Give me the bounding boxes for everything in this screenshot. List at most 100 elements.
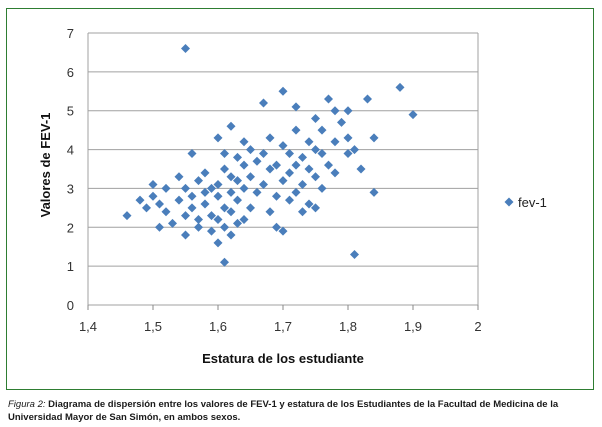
data-point bbox=[363, 94, 372, 104]
data-point bbox=[272, 222, 281, 232]
data-point bbox=[148, 180, 158, 190]
data-point bbox=[181, 211, 190, 221]
data-point bbox=[285, 168, 294, 178]
x-tick-label: 1,9 bbox=[404, 319, 422, 334]
data-point bbox=[291, 125, 301, 135]
data-point bbox=[298, 152, 307, 162]
data-point bbox=[259, 98, 268, 108]
data-point bbox=[168, 218, 177, 228]
x-tick-label: 1,7 bbox=[274, 319, 292, 334]
x-tick-label: 1,5 bbox=[144, 319, 162, 334]
data-point bbox=[304, 199, 314, 209]
data-point bbox=[220, 148, 229, 158]
x-tick-label: 1,6 bbox=[209, 319, 227, 334]
data-point bbox=[148, 191, 158, 201]
y-tick-label: 1 bbox=[67, 259, 74, 274]
data-point bbox=[181, 230, 190, 240]
data-point bbox=[233, 176, 242, 186]
data-point bbox=[395, 82, 405, 92]
data-point bbox=[181, 44, 190, 54]
data-point bbox=[317, 183, 327, 193]
data-point bbox=[213, 180, 223, 190]
data-point bbox=[369, 187, 379, 197]
chart-frame bbox=[6, 8, 594, 390]
data-point bbox=[155, 199, 164, 209]
data-point bbox=[220, 222, 229, 232]
data-point bbox=[259, 180, 268, 190]
data-point bbox=[207, 226, 216, 236]
data-point bbox=[200, 168, 210, 178]
y-tick-label: 5 bbox=[67, 104, 74, 119]
x-tick-label: 1,4 bbox=[79, 319, 97, 334]
data-point bbox=[291, 102, 301, 112]
data-point bbox=[226, 207, 236, 217]
data-point bbox=[311, 203, 320, 213]
data-point bbox=[291, 187, 301, 197]
y-tick-label: 3 bbox=[67, 181, 74, 196]
caption-text: Diagrama de dispersión entre los valores… bbox=[8, 399, 559, 423]
data-point bbox=[343, 148, 353, 158]
data-point bbox=[311, 145, 320, 155]
data-point bbox=[187, 148, 197, 158]
y-tick-label: 4 bbox=[67, 143, 74, 158]
data-point bbox=[233, 195, 242, 205]
data-point bbox=[239, 215, 249, 225]
gridlines bbox=[87, 32, 479, 310]
data-point bbox=[213, 133, 223, 143]
data-point bbox=[291, 160, 301, 170]
data-point bbox=[226, 187, 236, 197]
data-point bbox=[246, 172, 255, 182]
data-point bbox=[252, 187, 262, 197]
data-point bbox=[174, 172, 184, 182]
legend-marker bbox=[504, 197, 514, 207]
x-tick-label: 2 bbox=[474, 319, 481, 334]
data-point bbox=[330, 137, 340, 147]
data-point bbox=[285, 148, 294, 158]
data-point bbox=[155, 222, 164, 232]
data-point bbox=[213, 238, 223, 248]
data-point bbox=[174, 195, 184, 205]
data-point bbox=[226, 172, 236, 182]
y-axis-title: Valores de FEV-1 bbox=[38, 113, 53, 218]
y-tick-label: 2 bbox=[67, 220, 74, 235]
data-point bbox=[142, 203, 151, 213]
caption-label: Figura 2: bbox=[8, 399, 46, 410]
data-point bbox=[265, 207, 275, 217]
data-point bbox=[356, 164, 366, 174]
data-point bbox=[246, 145, 255, 155]
data-point bbox=[194, 215, 203, 225]
data-point bbox=[304, 164, 314, 174]
data-point bbox=[226, 230, 236, 240]
data-point bbox=[330, 168, 340, 178]
data-point bbox=[239, 137, 249, 147]
legend: fev-1 bbox=[504, 195, 547, 210]
figure-caption: Figura 2: Diagrama de dispersión entre l… bbox=[8, 398, 594, 424]
x-axis-title: Estatura de los estudiante bbox=[202, 351, 364, 366]
y-tick-labels: 0 1 2 3 4 5 6 7 bbox=[67, 26, 74, 313]
y-tick-label: 0 bbox=[67, 298, 74, 313]
data-point bbox=[252, 156, 262, 166]
data-point bbox=[337, 117, 346, 127]
data-point bbox=[317, 148, 327, 158]
data-point bbox=[194, 176, 203, 186]
data-point bbox=[246, 203, 255, 213]
data-point bbox=[278, 86, 288, 96]
data-point bbox=[330, 106, 340, 116]
data-point bbox=[343, 106, 353, 116]
data-point bbox=[343, 133, 353, 143]
data-point bbox=[265, 164, 275, 174]
data-point bbox=[220, 164, 229, 174]
data-point bbox=[207, 211, 216, 221]
data-point bbox=[213, 191, 223, 201]
data-point bbox=[317, 125, 327, 135]
data-point bbox=[350, 145, 359, 155]
data-point bbox=[181, 183, 190, 193]
data-point bbox=[278, 226, 288, 236]
data-point bbox=[220, 203, 229, 213]
data-point bbox=[350, 249, 359, 259]
data-point bbox=[259, 148, 268, 158]
data-point bbox=[161, 207, 171, 217]
data-point bbox=[239, 183, 249, 193]
data-point bbox=[298, 207, 307, 217]
data-point bbox=[369, 133, 379, 143]
